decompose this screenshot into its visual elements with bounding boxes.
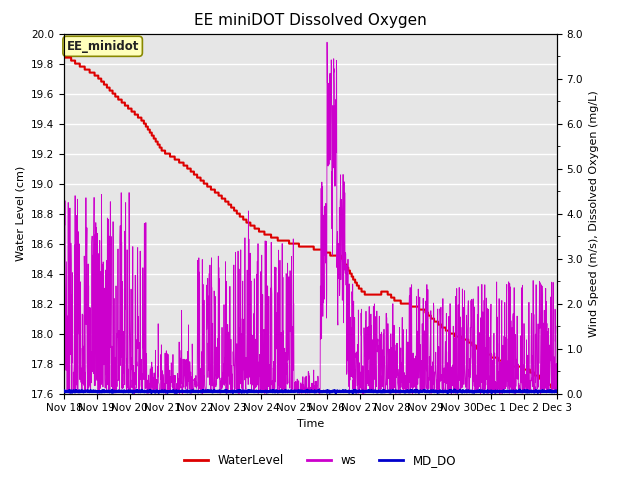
Title: EE miniDOT Dissolved Oxygen: EE miniDOT Dissolved Oxygen xyxy=(194,13,427,28)
Legend: WaterLevel, ws, MD_DO: WaterLevel, ws, MD_DO xyxy=(179,449,461,472)
Text: EE_minidot: EE_minidot xyxy=(67,40,139,53)
Y-axis label: Wind Speed (m/s), Dissolved Oxygen (mg/L): Wind Speed (m/s), Dissolved Oxygen (mg/L… xyxy=(589,90,598,337)
X-axis label: Time: Time xyxy=(297,419,324,429)
Y-axis label: Water Level (cm): Water Level (cm) xyxy=(15,166,26,261)
